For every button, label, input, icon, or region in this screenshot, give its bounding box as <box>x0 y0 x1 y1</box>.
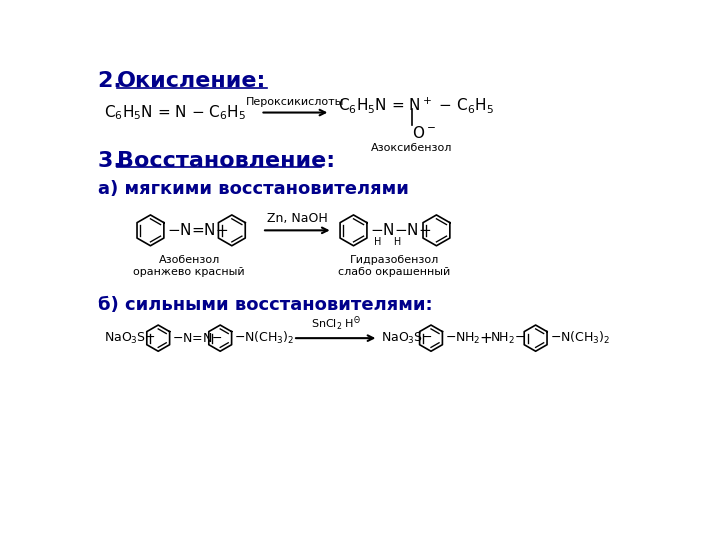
Text: 2.: 2. <box>98 71 130 91</box>
Text: NH$_2$$-$: NH$_2$$-$ <box>490 330 526 346</box>
Text: Восстановление:: Восстановление: <box>117 151 336 171</box>
Text: C$_6$H$_5$N = N $-$ C$_6$H$_5$: C$_6$H$_5$N = N $-$ C$_6$H$_5$ <box>104 103 246 122</box>
Text: NaO$_3$S$-$: NaO$_3$S$-$ <box>381 330 433 346</box>
Text: 3.: 3. <box>98 151 130 171</box>
Text: NaO$_3$S$-$: NaO$_3$S$-$ <box>104 330 156 346</box>
Text: Zn, NaOH: Zn, NaOH <box>266 212 328 225</box>
Text: $-$N=N$-$: $-$N=N$-$ <box>172 332 223 345</box>
Text: $-$N$-$N$-$: $-$N$-$N$-$ <box>370 222 431 238</box>
Text: O$^-$: O$^-$ <box>413 125 436 141</box>
Text: $+$: $+$ <box>479 330 492 346</box>
Text: Пероксикислоты: Пероксикислоты <box>246 97 345 107</box>
Text: Окисление:: Окисление: <box>117 71 266 91</box>
Text: $-$N=N$-$: $-$N=N$-$ <box>167 222 228 238</box>
Text: $-$N(CH$_3$)$_2$: $-$N(CH$_3$)$_2$ <box>549 330 610 346</box>
Text: Азоксибензол: Азоксибензол <box>371 143 452 153</box>
Text: б) сильными восстановителями:: б) сильными восстановителями: <box>98 296 433 314</box>
Text: Гидразобензол
слабо окрашенный: Гидразобензол слабо окрашенный <box>338 255 451 276</box>
Text: Азобензол
оранжево красный: Азобензол оранжево красный <box>133 255 245 276</box>
Text: H    H: H H <box>374 237 402 246</box>
Text: $-$N(CH$_3$)$_2$: $-$N(CH$_3$)$_2$ <box>234 330 294 346</box>
Text: $-$NH$_2$: $-$NH$_2$ <box>445 330 480 346</box>
Text: SnCl$_2$ H$^\Theta$: SnCl$_2$ H$^\Theta$ <box>311 314 361 333</box>
Text: а) мягкими восстановителями: а) мягкими восстановителями <box>98 180 409 198</box>
Text: C$_6$H$_5$N = N$^+$ $-$ C$_6$H$_5$: C$_6$H$_5$N = N$^+$ $-$ C$_6$H$_5$ <box>338 95 494 115</box>
